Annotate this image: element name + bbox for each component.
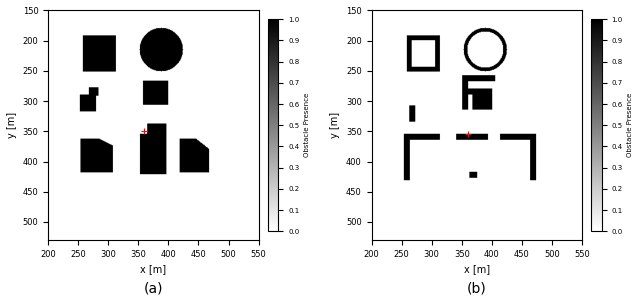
- Y-axis label: y [m]: y [m]: [330, 112, 340, 138]
- X-axis label: x [m]: x [m]: [464, 264, 490, 274]
- X-axis label: x [m]: x [m]: [140, 264, 166, 274]
- Y-axis label: y [m]: y [m]: [7, 112, 17, 138]
- Text: (a): (a): [143, 281, 163, 295]
- Y-axis label: Obstacle Presence: Obstacle Presence: [627, 93, 633, 157]
- Text: (b): (b): [467, 281, 486, 295]
- Y-axis label: Obstacle Presence: Obstacle Presence: [303, 93, 310, 157]
